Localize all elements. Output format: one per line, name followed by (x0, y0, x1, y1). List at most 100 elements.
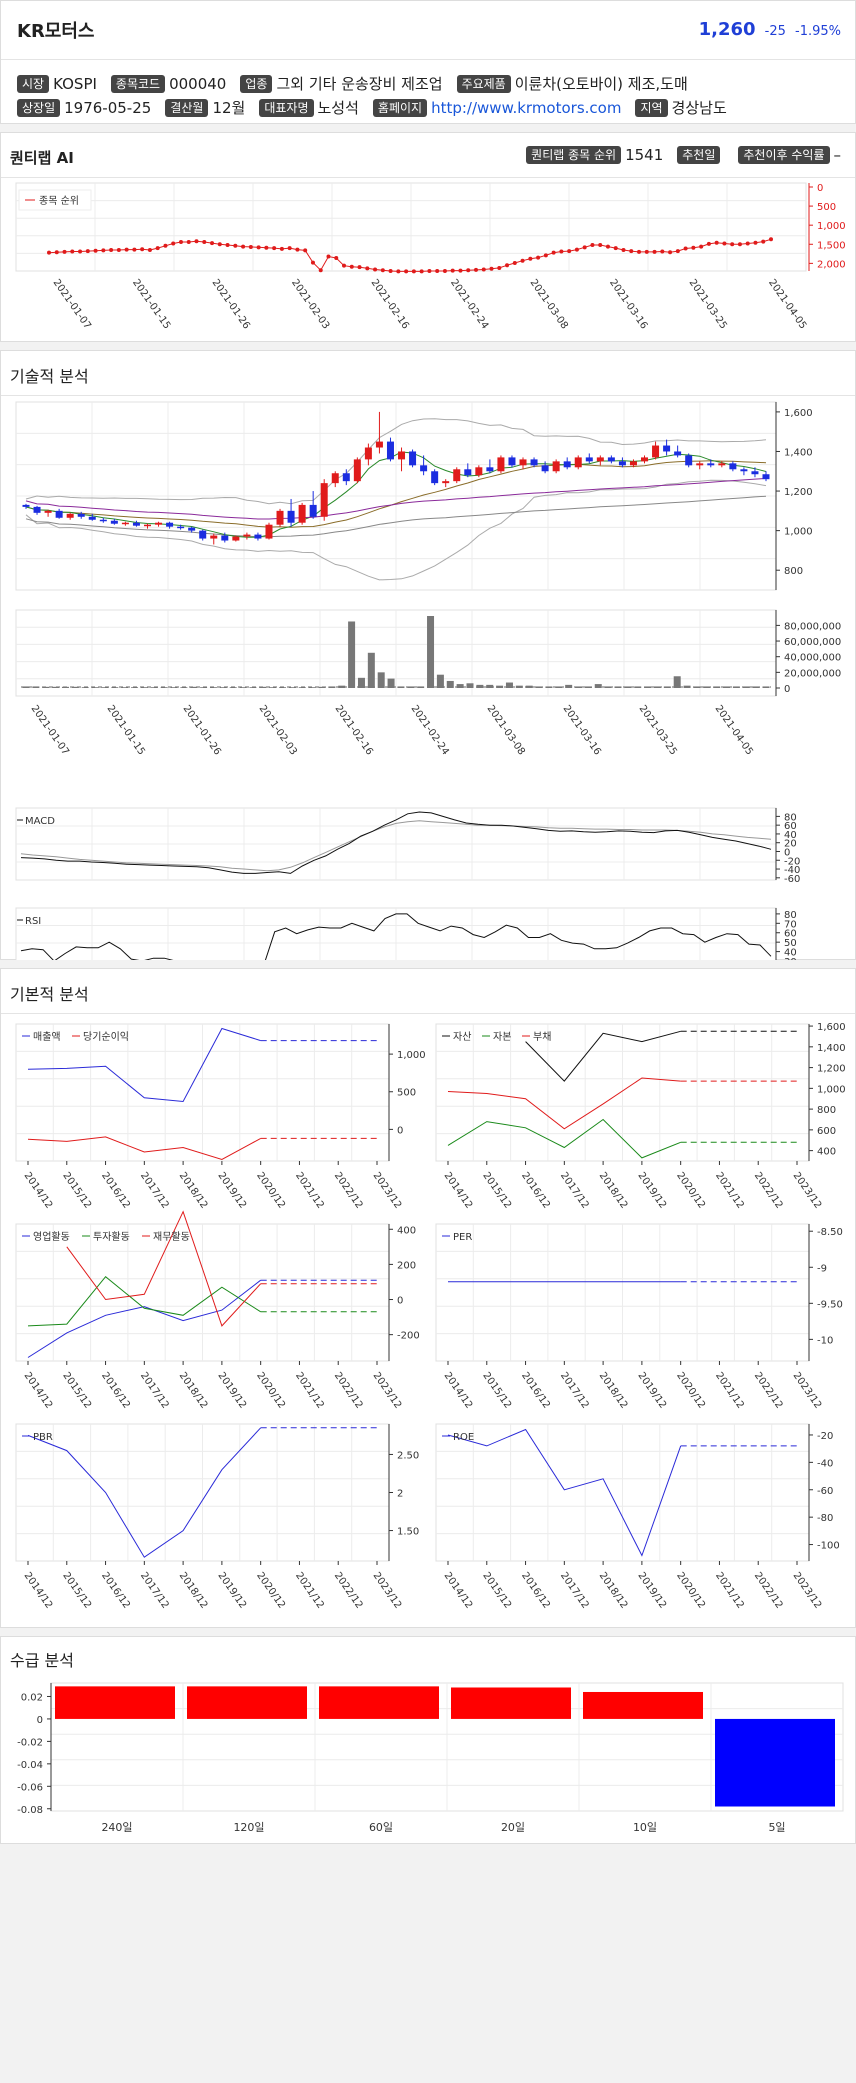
tech-x-tick-label: 2021-02-24 (409, 703, 451, 757)
candle-body (508, 457, 516, 466)
rank-point (489, 266, 494, 271)
candle-body (718, 463, 726, 466)
volume-bar (52, 686, 60, 688)
fiscal-month-value: 12월 (212, 99, 246, 117)
rank-point (699, 244, 704, 249)
volume-bar (407, 686, 415, 688)
volume-bar (140, 687, 148, 688)
candle-body (541, 465, 549, 472)
sales-profit-chart-legend-label: 매출액 (33, 1031, 61, 1043)
rank-point (536, 255, 541, 260)
industry-tag: 업종 (240, 74, 273, 93)
per-chart-x-tick-label: 2021/12 (713, 1370, 746, 1410)
cashflow-chart-x-tick-label: 2022/12 (332, 1370, 365, 1410)
rank-point (373, 267, 378, 272)
candle-body (740, 469, 748, 472)
per-chart-y-tick-label: -8.50 (817, 1227, 843, 1238)
rsi-label: RSI (25, 916, 41, 927)
macd-y-tick-label: -40 (784, 865, 800, 876)
balance-chart-x-tick-label: 2020/12 (674, 1170, 707, 1210)
rank-y-tick-label: 0 (817, 183, 823, 194)
rank-point (349, 264, 354, 269)
rank-point (691, 245, 696, 250)
roe-chart-y-tick-label: -100 (817, 1541, 840, 1552)
supply-y-tick-label: 0 (37, 1715, 43, 1726)
rank-point (396, 269, 401, 274)
cashflow-chart-x-tick-label: 2020/12 (254, 1370, 287, 1410)
rank-point (380, 268, 385, 273)
rank-point (613, 246, 618, 251)
company-name: KR모터스 (17, 21, 95, 42)
rank-point (116, 248, 121, 252)
sales-profit-chart-x-tick-label: 2014/12 (22, 1170, 55, 1210)
tech-x-tick-label: 2021-02-03 (257, 703, 299, 757)
rank-point (574, 247, 579, 252)
pbr-chart-y-tick-label: 2 (397, 1489, 403, 1500)
rank-point (47, 250, 51, 255)
rank-point (78, 249, 83, 254)
volume-bar (328, 686, 336, 688)
return-tag: 추천이후 수익률 (738, 146, 830, 164)
balance-chart-x-tick-label: 2022/12 (752, 1170, 785, 1210)
per-chart-legend-label: PER (453, 1232, 472, 1243)
sales-profit-chart-y-tick-label: 500 (397, 1088, 416, 1099)
rank-y-tick-label: 1,500 (817, 240, 846, 251)
roe-chart-y-tick-label: -60 (817, 1486, 833, 1497)
candle-body (552, 461, 560, 472)
candle-body (55, 510, 63, 518)
per-chart-x-tick-label: 2016/12 (519, 1370, 552, 1410)
rank-point (450, 268, 455, 273)
candle-body (696, 463, 704, 466)
candle-body (143, 524, 151, 527)
roe-chart-x-tick-label: 2015/12 (480, 1570, 513, 1610)
candle-body (563, 461, 571, 468)
homepage-link[interactable]: http://www.krmotors.com (431, 98, 622, 117)
balance-chart-y-tick-label: 1,000 (817, 1084, 846, 1095)
rank-point (481, 267, 486, 272)
cashflow-chart-series-line (66, 1210, 262, 1327)
candle-body (309, 504, 317, 517)
price-block: 1,260 -25 -1.95% (699, 19, 841, 40)
ma-long (25, 495, 767, 538)
rank-point (520, 258, 525, 263)
candle-body (585, 457, 593, 462)
volume-bar (180, 687, 188, 688)
supply-x-label: 240일 (101, 1820, 132, 1834)
rank-point (233, 243, 238, 248)
rank-point (427, 269, 432, 273)
volume-bar (614, 686, 622, 688)
rank-point (605, 244, 610, 249)
ceo-value: 노성석 (317, 99, 359, 117)
candle-body (44, 510, 52, 513)
rank-point (737, 242, 742, 247)
roe-chart-x-tick-label: 2019/12 (635, 1570, 668, 1610)
rank-point (132, 247, 137, 252)
rank-point (683, 246, 688, 251)
rank-x-tick-label: 2021-01-07 (51, 277, 93, 331)
balance-chart-x-tick-label: 2015/12 (480, 1170, 513, 1210)
volume-bar (644, 686, 652, 688)
macd-label: MACD (25, 816, 55, 827)
candle-body (398, 451, 406, 460)
volume-bar (348, 621, 356, 688)
pbr-chart-x-tick-label: 2015/12 (60, 1570, 93, 1610)
volume-bar (594, 684, 602, 688)
supply-x-label: 5일 (768, 1820, 785, 1834)
rsi-y-tick-label: 60 (784, 929, 797, 940)
roe-chart-x-tick-label: 2016/12 (519, 1570, 552, 1610)
rank-point (388, 269, 393, 273)
region-tag: 지역 (635, 98, 668, 117)
candle-body (685, 455, 693, 466)
rank-point (559, 249, 564, 254)
rank-point (528, 256, 533, 261)
volume-bar (298, 687, 306, 688)
pbr-chart-x-tick-label: 2018/12 (177, 1570, 210, 1610)
ma-60 (25, 477, 767, 520)
per-chart-x-tick-label: 2015/12 (480, 1370, 513, 1410)
rank-point (310, 260, 315, 265)
candle-body (674, 451, 682, 456)
candle-body (464, 469, 472, 476)
candle-body (88, 516, 96, 520)
industry-value: 그외 기타 운송장비 제조업 (276, 75, 443, 93)
candle-body (519, 459, 527, 466)
